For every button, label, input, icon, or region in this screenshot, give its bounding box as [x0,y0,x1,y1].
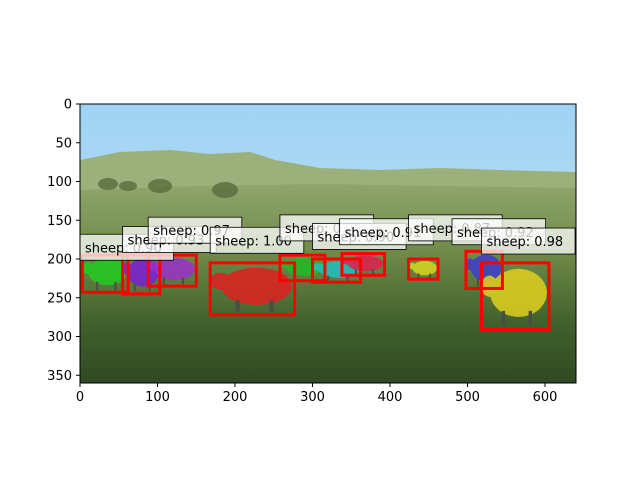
detection-box [479,261,551,332]
detection-box [340,252,387,277]
x-tick-label: 200 [223,390,248,405]
x-tick-label: 0 [76,390,84,405]
x-tick-label: 300 [300,390,325,405]
box-layer [80,249,551,332]
sheep-mask [481,268,547,326]
axes-frame [79,103,577,384]
y-tick-label: 50 [55,136,72,151]
plot-area: sheep: 0.90sheep: 0.93sheep: 0.97sheep: … [80,104,576,383]
detection-label: sheep: 0.98 [486,235,563,250]
y-tick-label: 200 [47,253,72,268]
x-tick-label: 500 [455,390,480,405]
y-tick-label: 350 [47,369,72,384]
x-tick-label: 400 [378,390,403,405]
y-tick-label: 0 [64,98,72,113]
y-tick-label: 150 [47,214,72,229]
detection-box [208,261,297,317]
detection-label: sheep: 1.00 [215,234,292,249]
detection-box [311,257,363,284]
x-tick-label: 100 [145,390,170,405]
sheep-mask [148,257,195,285]
y-axis: 0 50 100 150 200 250 300 350 [47,98,80,384]
detection-box [407,257,440,281]
mask-layer [82,254,547,326]
sheep-mask [408,260,438,278]
detection-label: sheep: 0.91 [345,226,422,241]
detection-box [278,253,327,283]
tree-line [98,178,238,198]
label-layer: sheep: 0.90sheep: 0.93sheep: 0.97sheep: … [80,214,576,261]
sheep-mask [82,258,127,291]
detection-label-box [481,227,576,255]
x-tick-label: 600 [533,390,558,405]
y-tick-label: 100 [47,175,72,190]
y-tick-label: 300 [47,330,72,345]
x-axis: 0 100 200 300 400 500 600 [76,383,558,405]
y-tick-label: 250 [47,291,72,306]
sheep-mask [465,254,502,287]
sheep-mask [210,267,293,312]
